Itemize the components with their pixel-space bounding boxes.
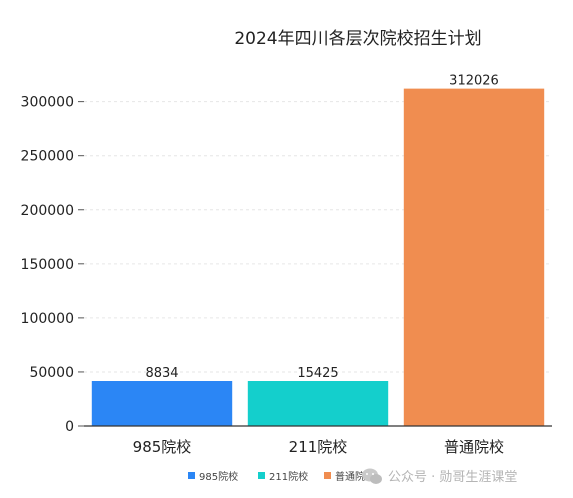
data-label: 15425 [297, 366, 338, 381]
y-tick-label: 150000 [21, 257, 74, 273]
y-tick-label: 100000 [21, 311, 74, 327]
y-tick-label: 250000 [21, 149, 74, 165]
data-label: 312026 [449, 74, 499, 89]
bar [247, 381, 389, 426]
x-tick-label: 普通院校 [444, 438, 504, 456]
data-label: 8834 [145, 366, 178, 381]
bar [403, 88, 545, 426]
watermark: 公众号 · 勋哥生涯课堂 [362, 468, 517, 485]
x-tick-label: 985院校 [133, 438, 192, 456]
legend-swatch [258, 472, 265, 479]
y-tick-label: 0 [65, 419, 74, 435]
watermark-text: 公众号 · 勋哥生涯课堂 [388, 470, 517, 485]
legend-label: 211院校 [269, 470, 308, 483]
y-tick-label: 300000 [21, 95, 74, 111]
legend-swatch [188, 472, 195, 479]
y-axis: 0 50000 100000 150000 200000 250000 300000 [21, 95, 84, 435]
legend: 985院校 211院校 普通院校 [188, 470, 375, 483]
bars: 8834 15425 312026 [91, 74, 545, 426]
legend-swatch [324, 472, 331, 479]
wechat-icon [362, 468, 382, 484]
y-tick-label: 50000 [29, 365, 74, 381]
bar [91, 381, 233, 426]
y-tick-label: 200000 [21, 203, 74, 219]
chart-title: 2024年四川各层次院校招生计划 [234, 29, 481, 49]
x-axis: 985院校 211院校 普通院校 [84, 425, 552, 456]
x-tick-label: 211院校 [289, 438, 348, 456]
legend-label: 985院校 [199, 470, 238, 483]
